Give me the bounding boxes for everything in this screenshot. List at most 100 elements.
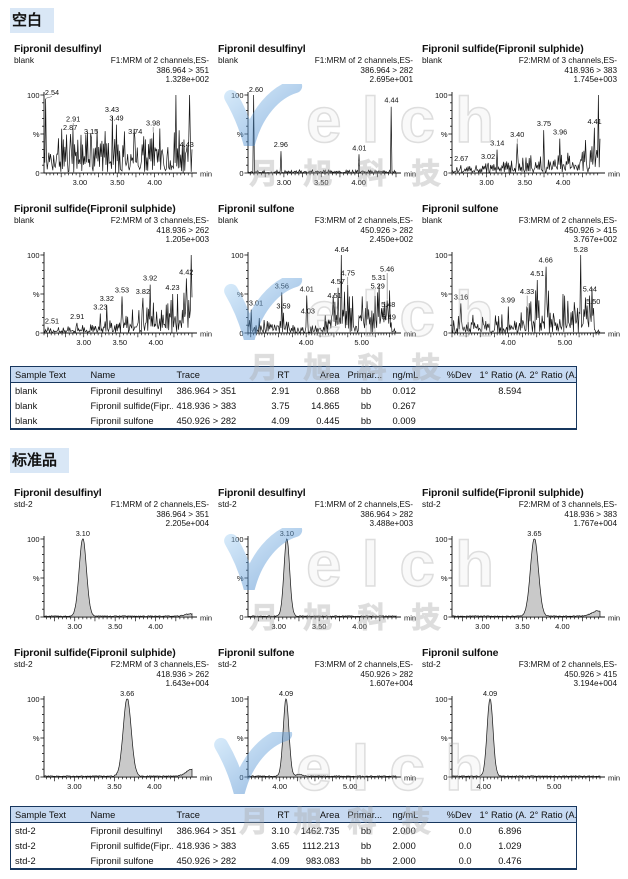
table-row: std-2 Fipronil sulfide(Fipr... 418.936 > 3… bbox=[11, 838, 577, 853]
svg-text:4.51: 4.51 bbox=[530, 269, 544, 278]
panel-title: Fipronil desulfinyl bbox=[14, 487, 102, 499]
panel-title: Fipronil sulfone bbox=[422, 203, 499, 215]
acquisition-info-line: 2.695e+001 bbox=[369, 75, 413, 85]
svg-text:min: min bbox=[608, 329, 620, 338]
svg-text:3.96: 3.96 bbox=[553, 127, 567, 136]
table-cell: 2.000 bbox=[392, 840, 416, 851]
panel-title: Fipronil desulfinyl bbox=[14, 43, 102, 55]
chromatogram-panel: Fipronil sulfone blank F3:MRM of 2 channel… bbox=[212, 200, 416, 360]
svg-text:3.82: 3.82 bbox=[136, 287, 150, 296]
table-cell: bb bbox=[360, 415, 372, 426]
table-cell: 8.594 bbox=[498, 385, 522, 396]
svg-text:3.74: 3.74 bbox=[128, 127, 142, 136]
column-header: RT bbox=[245, 366, 294, 383]
svg-text:0: 0 bbox=[239, 169, 243, 178]
svg-text:%: % bbox=[237, 130, 244, 139]
chromatogram-panel: Fipronil sulfone std-2 F3:MRM of 2 channel… bbox=[416, 644, 620, 804]
svg-text:4.66: 4.66 bbox=[539, 255, 553, 264]
table-cell: 0.868 bbox=[316, 385, 340, 396]
svg-text:3.92: 3.92 bbox=[143, 273, 157, 282]
chromatogram-panel: Fipronil desulfinyl std-2 F1:MRM of 2 chan… bbox=[212, 484, 416, 644]
acquisition-info-line: 418.936 > 262 bbox=[156, 225, 209, 235]
acquisition-info-line: 1.745e+003 bbox=[573, 75, 617, 85]
chromatogram-panel: Fipronil sulfide(Fipronil sulphide) std-2… bbox=[416, 484, 620, 644]
column-header: Name bbox=[86, 806, 173, 823]
acquisition-info-line: F2:MRM of 3 channels,ES- bbox=[110, 216, 209, 225]
table-header-row: Sample Text Name Trace RT Area Primar... ng/mL… bbox=[10, 366, 577, 383]
acquisition-info-line: 450.926 > 415 bbox=[564, 669, 617, 679]
sample-name: blank bbox=[218, 55, 239, 65]
section-title-blank-text: 空白 bbox=[10, 8, 55, 33]
svg-text:4.09: 4.09 bbox=[279, 689, 293, 698]
chromatogram-panel: Fipronil desulfinyl std-2 F1:MRM of 2 chan… bbox=[8, 484, 212, 644]
acquisition-info: F3:MRM of 2 channels,ES- 450.926 > 282 1.6… bbox=[315, 660, 413, 689]
table-cell: blank bbox=[15, 400, 38, 411]
panel-title: Fipronil sulfide(Fipronil sulphide) bbox=[422, 43, 584, 55]
svg-text:3.50: 3.50 bbox=[108, 622, 123, 631]
chromatogram-plot: 100% 0 3.00 3.50 4.00 min 3.10 bbox=[231, 529, 416, 631]
panel-title: Fipronil sulfide(Fipronil sulphide) bbox=[422, 487, 584, 499]
svg-text:4.43: 4.43 bbox=[180, 140, 194, 149]
svg-text:5.00: 5.00 bbox=[558, 338, 573, 347]
svg-text:min: min bbox=[608, 773, 620, 782]
section-title-standard: 标准品 bbox=[10, 448, 70, 473]
table-cell: 0.012 bbox=[392, 385, 416, 396]
panel-meta: std-2 F3:MRM of 2 channels,ES- 450.926 > 2… bbox=[218, 659, 416, 689]
svg-text:3.75: 3.75 bbox=[537, 119, 551, 128]
svg-text:4.00: 4.00 bbox=[149, 338, 164, 347]
sample-name: std-2 bbox=[14, 499, 33, 509]
svg-text:2.51: 2.51 bbox=[45, 316, 59, 325]
svg-text:3.00: 3.00 bbox=[271, 622, 286, 631]
table-cell: 3.75 bbox=[271, 400, 290, 411]
panel-meta: blank F1:MRM of 2 channels,ES- 386.964 > 2… bbox=[218, 55, 416, 85]
chromatogram-grid-blank: Fipronil desulfinyl blank F1:MRM of 2 chan… bbox=[8, 40, 620, 360]
acquisition-info: F3:MRM of 2 channels,ES- 450.926 > 415 3.1… bbox=[519, 660, 617, 689]
sample-name: blank bbox=[14, 55, 35, 65]
table-cell: bb bbox=[360, 825, 372, 836]
svg-text:4.00: 4.00 bbox=[476, 782, 491, 791]
table-cell: 386.964 > 351 bbox=[176, 385, 237, 396]
sample-name: std-2 bbox=[218, 499, 237, 509]
svg-text:2.67: 2.67 bbox=[454, 154, 468, 163]
svg-text:0: 0 bbox=[239, 329, 243, 338]
svg-text:4.00: 4.00 bbox=[299, 338, 314, 347]
svg-text:0: 0 bbox=[239, 613, 243, 622]
svg-text:5.28: 5.28 bbox=[574, 245, 588, 254]
svg-text:3.00: 3.00 bbox=[479, 178, 494, 187]
svg-text:4.01: 4.01 bbox=[300, 284, 314, 293]
acquisition-info-line: F1:MRM of 2 channels,ES- bbox=[110, 56, 209, 65]
svg-text:3.00: 3.00 bbox=[67, 622, 82, 631]
svg-text:100: 100 bbox=[231, 535, 244, 544]
table-cell: bb bbox=[360, 400, 372, 411]
acquisition-info-line: F2:MRM of 3 channels,ES- bbox=[518, 500, 617, 509]
svg-text:5.50: 5.50 bbox=[586, 297, 600, 306]
svg-text:4.00: 4.00 bbox=[556, 178, 571, 187]
svg-text:5.44: 5.44 bbox=[583, 284, 597, 293]
sample-name: blank bbox=[218, 215, 239, 225]
svg-text:%: % bbox=[441, 290, 448, 299]
svg-text:3.50: 3.50 bbox=[515, 622, 530, 631]
svg-text:2.96: 2.96 bbox=[274, 140, 288, 149]
svg-text:%: % bbox=[441, 130, 448, 139]
chromatogram-plot: 100% 0 4.00 5.00 min 4.09 bbox=[435, 689, 620, 791]
svg-text:0: 0 bbox=[35, 613, 39, 622]
chromatogram-plot: 100% 0 3.00 3.50 4.00 min 2.67 3.02 3.14 3.40 3.75… bbox=[435, 91, 620, 187]
panel-title: Fipronil desulfinyl bbox=[218, 43, 306, 55]
sample-name: blank bbox=[14, 215, 35, 225]
svg-text:%: % bbox=[33, 130, 40, 139]
acquisition-info: F1:MRM of 2 channels,ES- 386.964 > 351 1.3… bbox=[111, 56, 209, 85]
svg-text:2.60: 2.60 bbox=[249, 85, 263, 94]
svg-text:3.50: 3.50 bbox=[518, 178, 533, 187]
sample-name: std-2 bbox=[218, 659, 237, 669]
acquisition-info: F2:MRM of 3 channels,ES- 418.936 > 383 1.7… bbox=[519, 500, 617, 529]
acquisition-info-line: F3:MRM of 2 channels,ES- bbox=[518, 660, 617, 669]
table-cell bbox=[476, 398, 526, 413]
column-header: RT bbox=[245, 806, 294, 823]
svg-text:3.10: 3.10 bbox=[280, 529, 294, 538]
svg-text:min: min bbox=[200, 773, 212, 782]
acquisition-info-line: 418.936 > 383 bbox=[564, 65, 617, 75]
table-cell: 0.009 bbox=[392, 415, 416, 426]
chromatogram-plot: 100% 0 4.00 5.00 min 3.01 3.56 3.59 4.01 4.03 4.51… bbox=[231, 245, 416, 347]
svg-text:3.00: 3.00 bbox=[475, 622, 490, 631]
panel-title: Fipronil desulfinyl bbox=[218, 487, 306, 499]
